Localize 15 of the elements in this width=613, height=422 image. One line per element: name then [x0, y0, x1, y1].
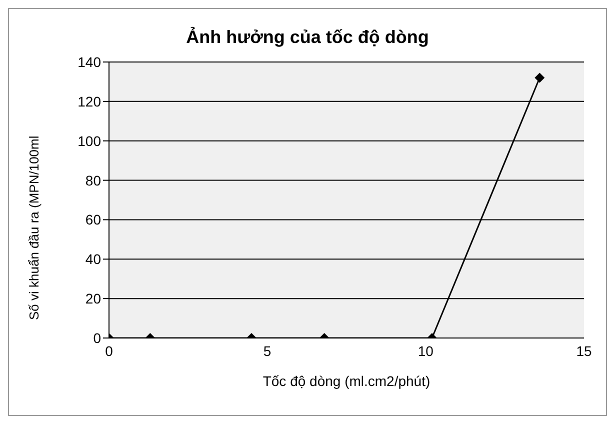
y-tick-label: 100 — [78, 132, 102, 149]
y-tick-label: 40 — [85, 251, 102, 268]
y-tick-label: 80 — [85, 172, 102, 188]
x-tick-label: 15 — [576, 342, 592, 359]
x-tick-label: 0 — [105, 342, 114, 359]
y-tick-label: 60 — [85, 212, 102, 228]
x-tick-label: 10 — [418, 342, 434, 359]
y-tick-label: 0 — [93, 330, 102, 346]
y-axis-title: Số vi khuẩn đầu ra (MPN/100ml — [26, 136, 42, 320]
x-axis-title: Tốc độ dòng (ml.cm2/phút) — [262, 373, 430, 389]
y-tick-label: 120 — [78, 93, 102, 110]
y-tick-label: 20 — [85, 290, 102, 307]
chart-title: Ảnh hưởng của tốc độ dòng — [185, 27, 430, 48]
x-tick-label: 5 — [263, 342, 272, 359]
y-tick-label: 140 — [78, 54, 102, 70]
